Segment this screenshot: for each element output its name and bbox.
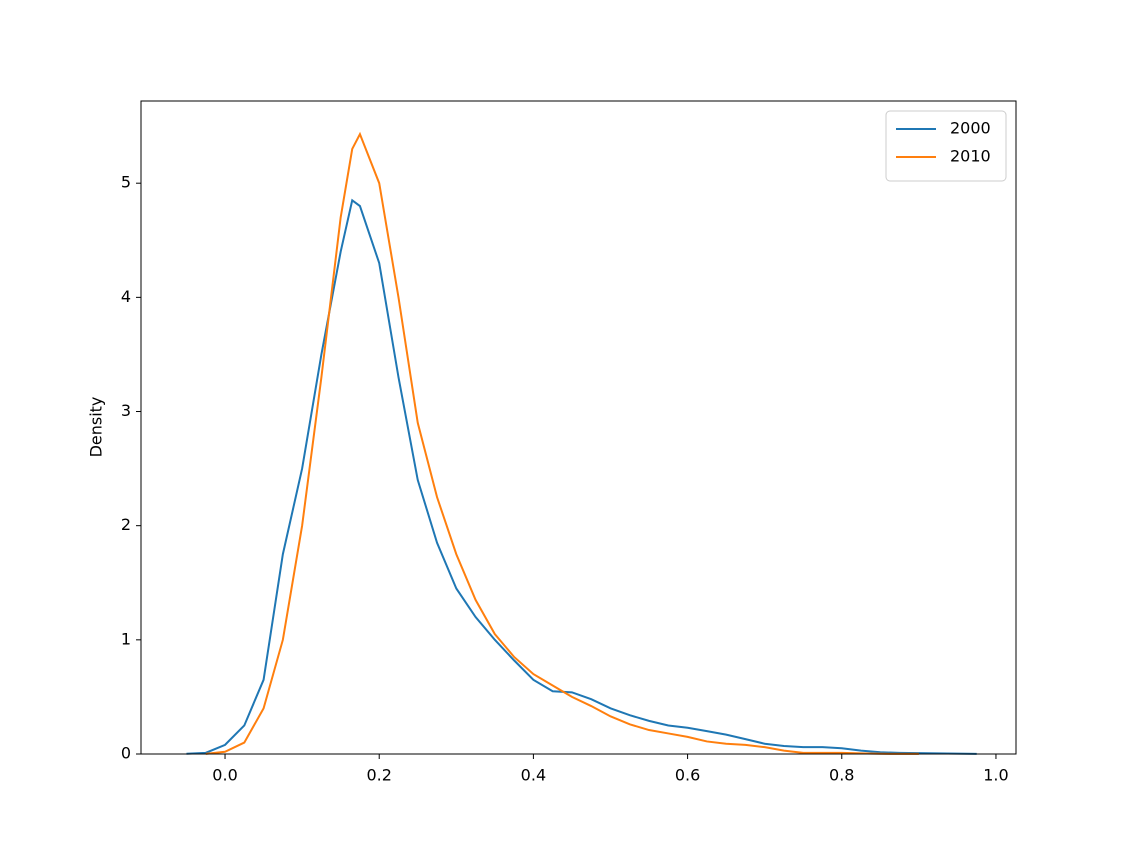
y-axis-label: Density <box>87 397 106 458</box>
legend-label: 2000 <box>950 119 991 138</box>
y-tick-label: 2 <box>121 515 131 534</box>
x-tick-label: 0.6 <box>675 766 700 785</box>
plot-frame <box>140 100 1017 755</box>
x-tick-label: 0.8 <box>829 766 854 785</box>
y-tick-label: 1 <box>121 629 131 648</box>
x-tick-label: 1.0 <box>983 766 1008 785</box>
x-tick-label: 0.4 <box>521 766 546 785</box>
legend-label: 2010 <box>950 147 991 166</box>
line-series <box>186 198 977 755</box>
y-tick-label: 5 <box>121 173 131 192</box>
x-tick-label: 0.0 <box>212 766 237 785</box>
y-tick-label: 0 <box>121 744 131 763</box>
y-tick-label: 4 <box>121 287 131 306</box>
line-series <box>205 131 919 755</box>
x-tick-label: 0.2 <box>366 766 391 785</box>
y-tick-label: 3 <box>121 401 131 420</box>
